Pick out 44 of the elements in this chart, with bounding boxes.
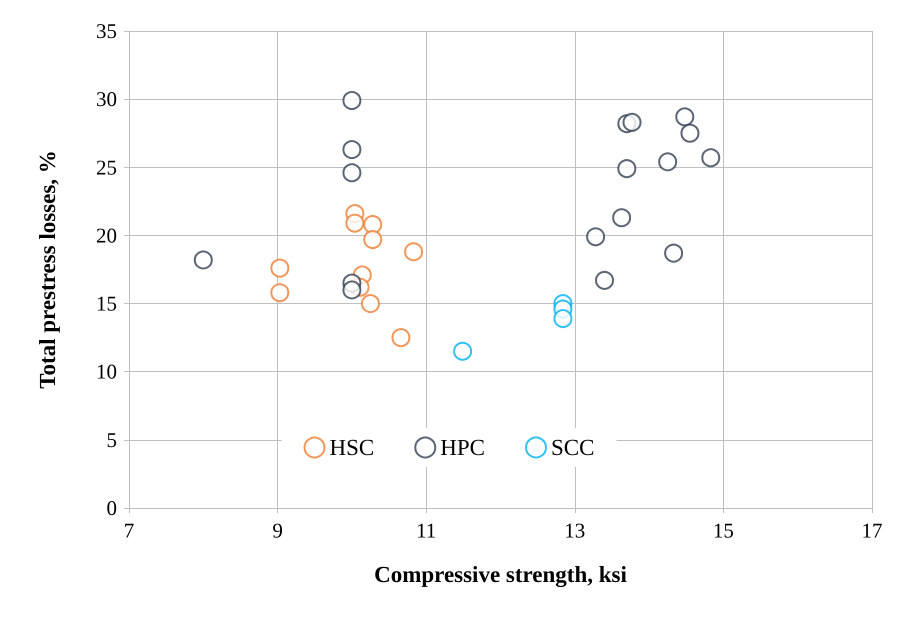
legend-label: HSC <box>330 435 374 460</box>
y-tick-label: 25 <box>96 155 117 180</box>
point <box>453 342 472 361</box>
point <box>586 227 606 246</box>
point <box>342 280 362 300</box>
point <box>391 328 410 348</box>
x-tick-label: 15 <box>712 518 734 542</box>
point <box>360 294 380 314</box>
point <box>622 112 642 132</box>
x-tick-label: 7 <box>124 518 134 542</box>
point <box>553 309 572 328</box>
point <box>345 214 364 233</box>
legend-label: SCC <box>551 435 594 460</box>
x-tick-label: 9 <box>272 518 283 542</box>
point <box>658 152 678 172</box>
legend-label: HPC <box>440 435 486 460</box>
point <box>612 208 632 228</box>
point <box>342 163 362 182</box>
y-tick-label: 20 <box>96 223 117 248</box>
x-tick-label: 17 <box>862 518 882 542</box>
y-tick-label: 5 <box>106 428 117 452</box>
point <box>270 283 290 302</box>
point <box>363 215 382 234</box>
x-tick-label: 11 <box>416 518 436 542</box>
point <box>701 148 720 168</box>
y-tick-label: 10 <box>96 360 117 384</box>
y-axis-title: Total prestress losses, % <box>35 150 60 389</box>
y-tick-label: 35 <box>96 19 117 43</box>
y-tick-label: 0 <box>106 496 117 520</box>
y-tick-label: 15 <box>96 292 117 316</box>
point <box>194 250 213 270</box>
point <box>342 91 362 110</box>
point <box>270 258 290 278</box>
x-tick-label: 13 <box>564 518 586 542</box>
point <box>342 140 362 160</box>
point <box>675 107 694 126</box>
x-axis-title: Compressive strength, ksi <box>374 562 628 588</box>
point <box>680 124 700 143</box>
point <box>363 230 382 250</box>
point <box>404 242 424 262</box>
point <box>617 159 636 178</box>
point <box>595 270 614 290</box>
point <box>664 244 684 263</box>
y-tick-label: 30 <box>96 87 117 112</box>
